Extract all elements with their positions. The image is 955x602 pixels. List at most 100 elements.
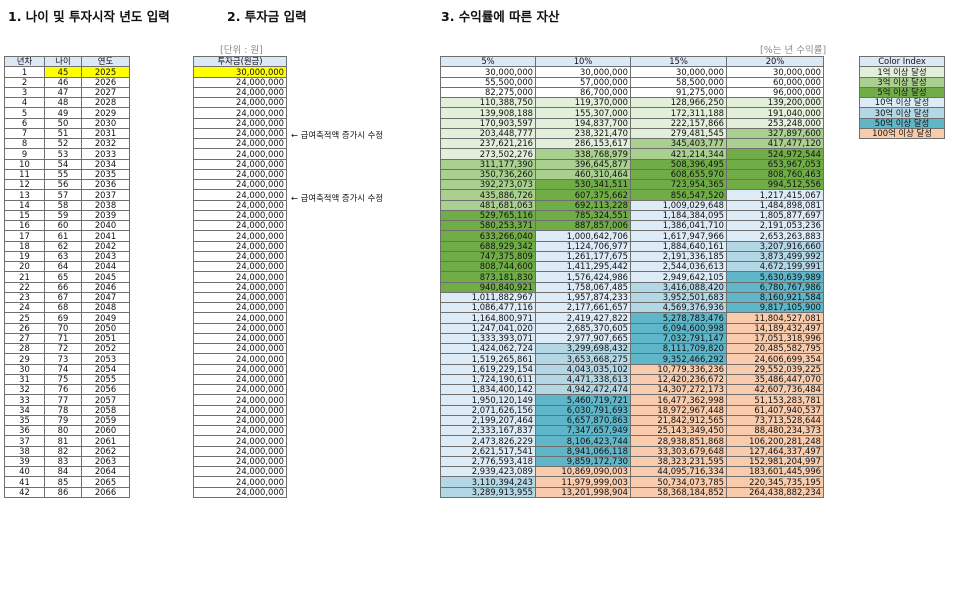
calendar-year-cell[interactable]: 2025	[81, 66, 130, 78]
investment-cell[interactable]: 24,000,000	[193, 394, 287, 406]
asset-value-cell: 1,009,029,648	[630, 199, 727, 211]
table-row: 24,000,000	[193, 353, 287, 365]
investment-cell[interactable]: 24,000,000	[193, 353, 287, 365]
investment-cell[interactable]: 24,000,000	[193, 332, 287, 345]
asset-value-cell: 887,857,006	[535, 219, 631, 232]
age-cell: 77	[44, 394, 82, 406]
investment-cell[interactable]: 24,000,000	[193, 455, 287, 468]
year-index-cell: 27	[4, 332, 45, 345]
age-cell: 52	[44, 137, 82, 150]
asset-value-cell: 653,967,053	[726, 158, 824, 170]
asset-value-cell: 633,266,040	[440, 230, 536, 242]
header-age: 나이	[44, 55, 82, 68]
investment-cell[interactable]: 24,000,000	[193, 271, 287, 283]
asset-value-cell: 2,544,036,613	[630, 260, 727, 273]
year-index-cell: 34	[4, 404, 45, 416]
investment-cell[interactable]: 24,000,000	[193, 107, 287, 119]
asset-value-cell: 55,500,000	[440, 76, 536, 88]
asset-value-cell: 128,966,250	[630, 96, 727, 109]
investment-cell[interactable]: 24,000,000	[193, 230, 287, 242]
asset-value-cell: 20,485,582,795	[726, 342, 824, 355]
table-row: 8 52 2032	[4, 137, 130, 150]
investment-cell[interactable]: 24,000,000	[193, 127, 287, 140]
investment-cell[interactable]: 24,000,000	[193, 148, 287, 160]
asset-value-cell: 1,217,415,067	[726, 189, 824, 201]
table-row: 139,908,188 155,307,000 172,311,188 191,040…	[440, 107, 824, 119]
investment-cell[interactable]: 24,000,000	[193, 209, 287, 222]
investment-cell[interactable]: 24,000,000	[193, 158, 287, 170]
investment-cell[interactable]: 24,000,000	[193, 137, 287, 150]
year-index-cell: 3	[4, 86, 45, 99]
investment-cell[interactable]: 24,000,000	[193, 281, 287, 293]
investment-cell[interactable]: 24,000,000	[193, 445, 287, 457]
investment-cell[interactable]: 24,000,000	[193, 301, 287, 314]
asset-value-cell: 2,621,517,541	[440, 445, 536, 457]
age-cell: 67	[44, 291, 82, 304]
investment-cell[interactable]: 24,000,000	[193, 250, 287, 263]
asset-value-cell: 1,411,295,442	[535, 260, 631, 273]
investment-cell[interactable]: 24,000,000	[193, 240, 287, 252]
table-row: 28 72 2052	[4, 342, 130, 355]
year-index-cell: 5	[4, 107, 45, 119]
investment-cell[interactable]: 24,000,000	[193, 86, 287, 99]
asset-value-cell: 273,502,276	[440, 148, 536, 160]
investment-cell[interactable]: 24,000,000	[193, 486, 287, 498]
investment-cell[interactable]: 24,000,000	[193, 189, 287, 201]
investment-cell[interactable]: 24,000,000	[193, 414, 287, 427]
investment-cell[interactable]: 24,000,000	[193, 404, 287, 416]
asset-value-cell: 58,500,000	[630, 76, 727, 88]
investment-cell[interactable]: 24,000,000	[193, 383, 287, 396]
asset-value-cell: 1,184,384,095	[630, 209, 727, 222]
investment-cell[interactable]: 24,000,000	[193, 199, 287, 211]
asset-value-cell: 50,734,073,785	[630, 476, 727, 488]
age-cell: 46	[44, 76, 82, 88]
age-cell[interactable]: 45	[44, 66, 82, 78]
investment-cell[interactable]: 24,000,000	[193, 219, 287, 232]
investment-cell[interactable]: 24,000,000	[193, 96, 287, 109]
table-row: 1,834,400,142 4,942,472,474 14,307,272,173…	[440, 383, 824, 396]
asset-value-cell: 327,897,600	[726, 127, 824, 140]
calendar-year-cell: 2041	[81, 230, 130, 242]
calendar-year-cell: 2060	[81, 424, 130, 437]
year-index-cell: 13	[4, 189, 45, 201]
investment-cell[interactable]: 24,000,000	[193, 117, 287, 129]
age-cell: 62	[44, 240, 82, 252]
asset-value-cell: 1,164,800,971	[440, 312, 536, 324]
asset-value-cell: 1,386,041,710	[630, 219, 727, 232]
investment-cell[interactable]: 24,000,000	[193, 76, 287, 88]
investment-cell[interactable]: 24,000,000	[193, 465, 287, 478]
year-index-cell: 2	[4, 76, 45, 88]
year-index-cell: 16	[4, 219, 45, 232]
table-row: 435,886,726 607,375,662 856,547,520 1,217,4…	[440, 189, 824, 201]
investment-cell[interactable]: 24,000,000	[193, 312, 287, 324]
asset-value-cell: 747,375,809	[440, 250, 536, 263]
calendar-year-cell: 2031	[81, 127, 130, 140]
table-row: 24,000,000	[193, 445, 287, 457]
year-index-cell: 30	[4, 363, 45, 375]
investment-cell[interactable]: 24,000,000	[193, 424, 287, 437]
investment-cell[interactable]: 24,000,000	[193, 342, 287, 355]
investment-cell[interactable]: 24,000,000	[193, 322, 287, 334]
asset-value-cell: 12,420,236,672	[630, 373, 727, 386]
year-index-cell: 7	[4, 127, 45, 140]
investment-cell[interactable]: 24,000,000	[193, 260, 287, 273]
calendar-year-cell: 2055	[81, 373, 130, 386]
investment-cell[interactable]: 24,000,000	[193, 291, 287, 304]
table-row: 40 84 2064	[4, 465, 130, 478]
age-cell: 72	[44, 342, 82, 355]
asset-value-cell: 30,000,000	[535, 66, 631, 78]
table-row: 24,000,000	[193, 363, 287, 375]
investment-cell[interactable]: 24,000,000	[193, 178, 287, 191]
table-row: 24,000,000	[193, 476, 287, 488]
investment-cell[interactable]: 24,000,000	[193, 168, 287, 181]
investment-cell[interactable]: 24,000,000	[193, 363, 287, 375]
calendar-year-cell: 2049	[81, 312, 130, 324]
investment-cell[interactable]: 24,000,000	[193, 476, 287, 488]
table-row: 24,000,000	[193, 168, 287, 181]
asset-value-cell: 2,949,642,105	[630, 271, 727, 283]
investment-cell[interactable]: 24,000,000	[193, 373, 287, 386]
investment-cell[interactable]: 30,000,000	[193, 66, 287, 78]
asset-value-cell: 61,407,940,537	[726, 404, 824, 416]
investment-cell[interactable]: 24,000,000	[193, 435, 287, 447]
table-row: 3,289,913,955 13,201,998,904 58,368,184,85…	[440, 486, 824, 498]
